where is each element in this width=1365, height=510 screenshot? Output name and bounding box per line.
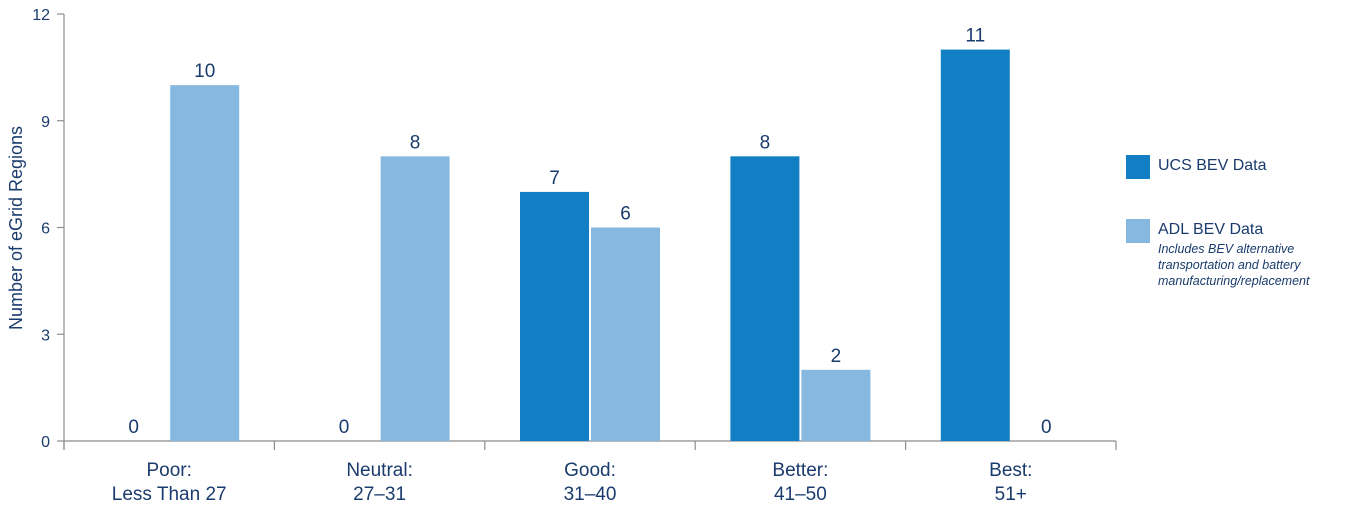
y-tick-label: 3 bbox=[41, 327, 50, 344]
x-category-label-line: 31–40 bbox=[564, 484, 617, 505]
legend-label-ucs: UCS BEV Data bbox=[1158, 157, 1267, 174]
x-category-label-line: Good: bbox=[564, 460, 616, 481]
x-category-label-line: Less Than 27 bbox=[112, 484, 227, 505]
x-category-label: Neutral: 27–31 bbox=[346, 460, 413, 505]
legend-note-adl: Includes BEV alternative transportation … bbox=[1158, 242, 1310, 288]
bar bbox=[380, 156, 450, 442]
bar-value-label: 2 bbox=[831, 346, 842, 367]
x-category-label: Poor: Less Than 27 bbox=[112, 460, 227, 505]
legend-swatch-adl bbox=[1126, 219, 1150, 243]
legend: UCS BEV Data ADL BEV Data Includes BEV a… bbox=[1126, 155, 1362, 289]
x-category-label: Better: 41–50 bbox=[772, 460, 828, 505]
bar-value-label: 0 bbox=[1041, 417, 1052, 438]
x-category-label-line: 51+ bbox=[995, 484, 1027, 505]
x-axis: Poor: Less Than 27 Neutral: 27–31 Good: 31–40… bbox=[63, 440, 1117, 505]
bar-value-label: 0 bbox=[339, 417, 350, 438]
bar bbox=[170, 85, 240, 442]
y-tick-label: 0 bbox=[41, 434, 50, 451]
bar-value-label: 0 bbox=[128, 417, 139, 438]
legend-item-ucs: UCS BEV Data bbox=[1126, 155, 1362, 179]
x-category-label-line: Better: bbox=[772, 460, 828, 481]
bar bbox=[520, 191, 589, 441]
x-category-label-line: Poor: bbox=[146, 460, 191, 481]
legend-swatch-ucs bbox=[1126, 155, 1150, 179]
bar-value-label: 6 bbox=[620, 204, 631, 225]
y-axis-label: Number of eGrid Regions bbox=[6, 126, 26, 330]
x-category-label: Best: 51+ bbox=[989, 460, 1032, 505]
bars bbox=[170, 49, 1010, 442]
y-tick-label: 6 bbox=[41, 221, 50, 238]
y-tick-label: 9 bbox=[41, 114, 50, 131]
legend-item-adl: ADL BEV Data Includes BEV alternative tr… bbox=[1126, 219, 1362, 289]
bar-value-label: 7 bbox=[549, 168, 560, 189]
bar-value-label: 8 bbox=[410, 132, 421, 153]
x-category-label-line: Best: bbox=[989, 460, 1032, 481]
bar bbox=[801, 369, 871, 441]
x-category-label-line: 41–50 bbox=[774, 484, 827, 505]
bar bbox=[591, 227, 660, 441]
legend-label-adl: ADL BEV Data bbox=[1158, 221, 1264, 238]
bar-value-label: 10 bbox=[194, 61, 215, 82]
x-category-label-line: 27–31 bbox=[353, 484, 406, 505]
y-axis: 0 3 6 9 12 bbox=[32, 7, 65, 451]
bar-value-label: 11 bbox=[965, 26, 985, 47]
value-labels: 0 0 7 8 11 10 8 6 2 0 bbox=[128, 26, 1051, 438]
bar bbox=[730, 156, 800, 442]
bar-value-label: 8 bbox=[760, 132, 771, 153]
x-category-label-line: Neutral: bbox=[346, 460, 413, 481]
y-tick-label: 12 bbox=[32, 7, 50, 24]
bar bbox=[940, 49, 1010, 441]
x-category-label: Good: 31–40 bbox=[564, 460, 617, 505]
